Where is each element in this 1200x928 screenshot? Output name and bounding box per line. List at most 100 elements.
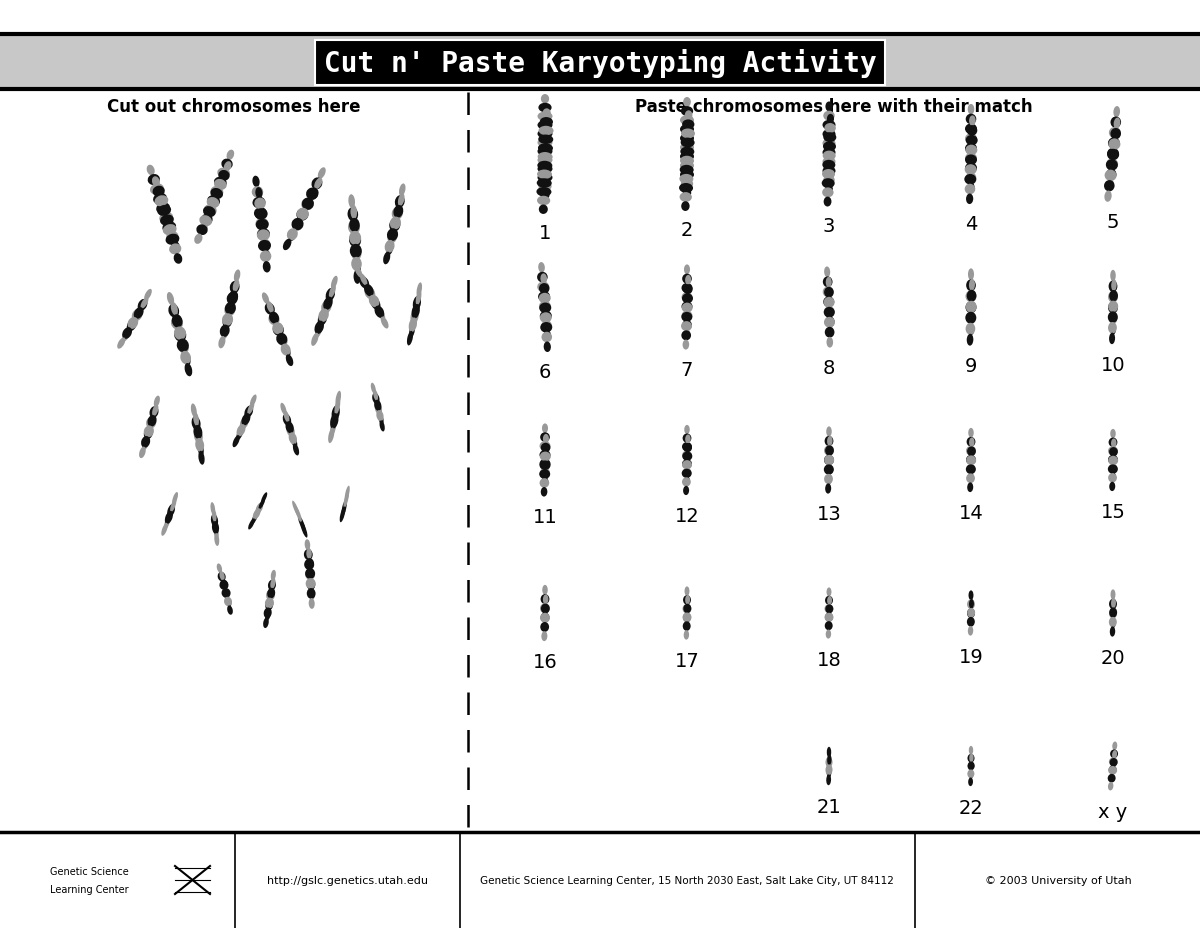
Ellipse shape	[823, 111, 835, 122]
Ellipse shape	[220, 572, 224, 581]
Ellipse shape	[224, 597, 232, 607]
Ellipse shape	[540, 461, 551, 470]
Ellipse shape	[220, 325, 229, 338]
Text: 14: 14	[959, 504, 983, 522]
Ellipse shape	[174, 327, 186, 341]
Ellipse shape	[146, 418, 156, 429]
Ellipse shape	[822, 161, 835, 171]
Ellipse shape	[355, 266, 362, 278]
Ellipse shape	[679, 184, 694, 194]
Ellipse shape	[682, 303, 692, 312]
Ellipse shape	[680, 129, 695, 139]
Ellipse shape	[823, 277, 833, 288]
Ellipse shape	[263, 618, 269, 628]
Ellipse shape	[308, 599, 314, 609]
Ellipse shape	[349, 219, 360, 233]
Ellipse shape	[965, 313, 977, 324]
Ellipse shape	[538, 171, 552, 180]
Ellipse shape	[540, 118, 553, 127]
Ellipse shape	[269, 314, 280, 326]
Ellipse shape	[824, 288, 834, 298]
Ellipse shape	[302, 199, 314, 211]
Ellipse shape	[823, 198, 832, 207]
Ellipse shape	[258, 240, 271, 252]
Ellipse shape	[683, 612, 691, 623]
Ellipse shape	[306, 188, 318, 200]
Ellipse shape	[966, 474, 974, 483]
Ellipse shape	[193, 426, 203, 440]
Text: 20: 20	[1100, 649, 1126, 667]
Ellipse shape	[679, 174, 694, 185]
Ellipse shape	[826, 630, 832, 638]
Ellipse shape	[680, 143, 694, 153]
Ellipse shape	[169, 244, 181, 255]
Ellipse shape	[163, 225, 176, 236]
Ellipse shape	[388, 231, 397, 244]
Ellipse shape	[1108, 149, 1120, 161]
Ellipse shape	[248, 519, 254, 530]
Ellipse shape	[262, 493, 268, 504]
Ellipse shape	[683, 604, 691, 613]
Ellipse shape	[542, 595, 548, 605]
Ellipse shape	[965, 185, 976, 195]
Ellipse shape	[1110, 324, 1116, 335]
Ellipse shape	[685, 276, 691, 286]
Ellipse shape	[251, 513, 258, 524]
Ellipse shape	[965, 135, 977, 145]
Text: 11: 11	[533, 508, 557, 526]
Ellipse shape	[247, 403, 254, 415]
Ellipse shape	[970, 116, 976, 127]
Ellipse shape	[682, 443, 692, 452]
Text: 10: 10	[1100, 355, 1126, 375]
Ellipse shape	[1108, 782, 1114, 791]
Ellipse shape	[544, 342, 551, 353]
Ellipse shape	[680, 161, 694, 172]
Ellipse shape	[1104, 171, 1116, 182]
Ellipse shape	[967, 183, 974, 193]
Ellipse shape	[167, 292, 174, 306]
Ellipse shape	[253, 509, 260, 520]
Ellipse shape	[210, 188, 223, 200]
Text: Learning Center: Learning Center	[50, 884, 128, 894]
Text: 1: 1	[539, 224, 551, 242]
Ellipse shape	[254, 208, 266, 219]
Ellipse shape	[540, 479, 550, 488]
Ellipse shape	[539, 302, 551, 312]
Ellipse shape	[826, 483, 832, 494]
Ellipse shape	[539, 470, 550, 480]
Ellipse shape	[142, 436, 150, 448]
Ellipse shape	[682, 320, 692, 330]
Ellipse shape	[680, 180, 694, 189]
Ellipse shape	[539, 263, 545, 273]
Ellipse shape	[1106, 160, 1118, 172]
Ellipse shape	[272, 324, 284, 336]
Ellipse shape	[292, 501, 300, 517]
Ellipse shape	[824, 445, 834, 457]
Ellipse shape	[965, 144, 977, 154]
Ellipse shape	[283, 239, 292, 251]
Ellipse shape	[1106, 160, 1118, 171]
Ellipse shape	[680, 171, 694, 180]
Ellipse shape	[539, 135, 553, 145]
Ellipse shape	[222, 588, 230, 598]
Ellipse shape	[679, 165, 694, 175]
Ellipse shape	[150, 406, 158, 419]
Ellipse shape	[824, 436, 833, 446]
Ellipse shape	[245, 406, 253, 419]
Ellipse shape	[539, 104, 552, 113]
Ellipse shape	[354, 271, 361, 285]
Ellipse shape	[325, 289, 335, 302]
Ellipse shape	[172, 241, 180, 252]
Ellipse shape	[222, 328, 228, 340]
Ellipse shape	[305, 559, 314, 569]
Ellipse shape	[1109, 483, 1115, 492]
Ellipse shape	[822, 158, 835, 167]
Ellipse shape	[266, 590, 275, 600]
Ellipse shape	[967, 617, 974, 627]
Ellipse shape	[167, 232, 179, 243]
Ellipse shape	[684, 622, 690, 631]
Ellipse shape	[166, 235, 179, 246]
Ellipse shape	[682, 294, 692, 304]
Text: 18: 18	[817, 651, 841, 669]
Ellipse shape	[967, 324, 974, 336]
